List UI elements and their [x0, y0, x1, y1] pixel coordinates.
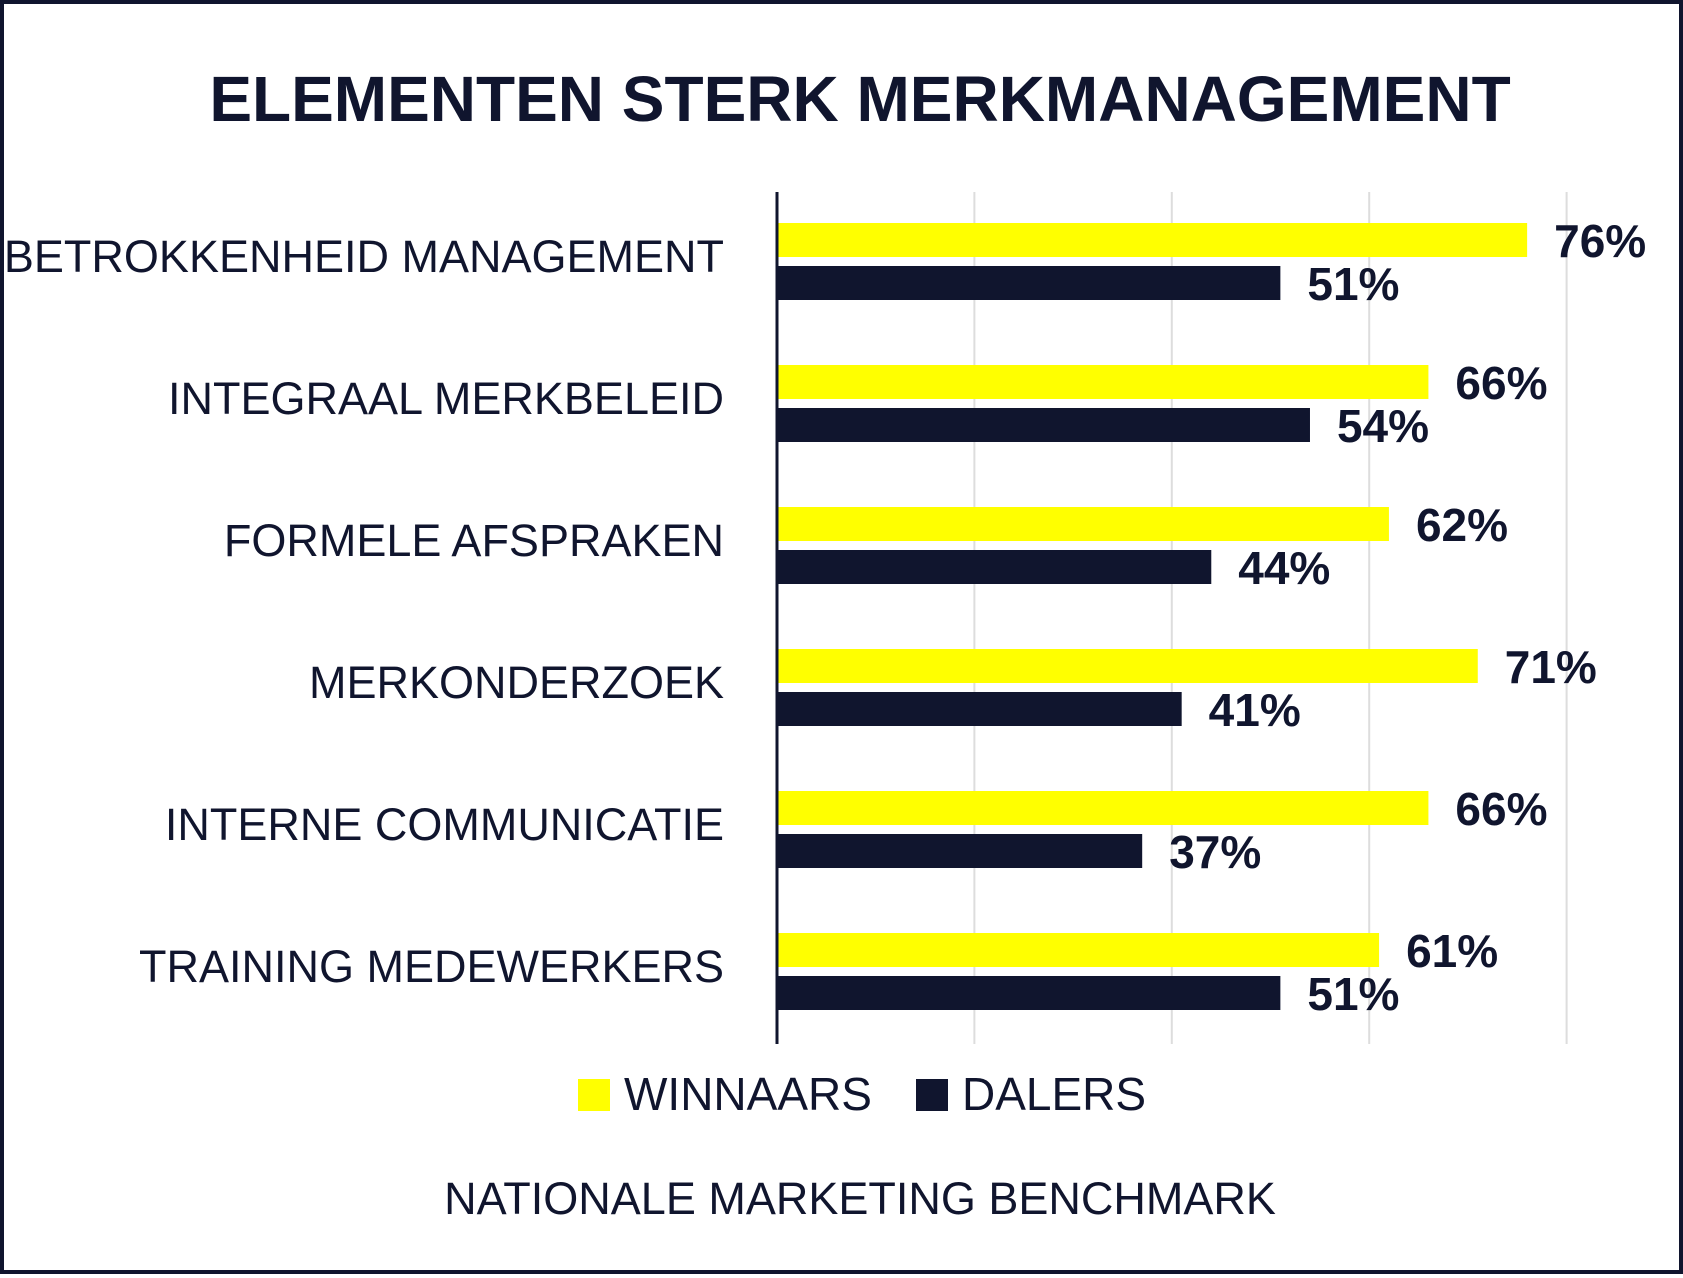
- legend-swatch-winnaars: [578, 1079, 610, 1111]
- legend-label-dalers: DALERS: [962, 1068, 1146, 1120]
- bar-dalers: [777, 408, 1310, 442]
- category-label: TRAINING MEDEWERKERS: [139, 941, 724, 992]
- bar-dalers: [777, 834, 1143, 868]
- bar-winnaars: [777, 507, 1389, 541]
- data-label-winnaars: 66%: [1455, 357, 1547, 409]
- data-label-winnaars: 66%: [1455, 783, 1547, 835]
- data-label-winnaars: 61%: [1406, 925, 1498, 977]
- bar-dalers: [777, 266, 1281, 300]
- data-label-winnaars: 71%: [1505, 641, 1597, 693]
- grid-lines: [973, 192, 1568, 1044]
- legend-label-winnaars: WINNAARS: [624, 1068, 872, 1120]
- data-label-dalers: 44%: [1238, 542, 1330, 594]
- bar-dalers: [777, 692, 1182, 726]
- legend-swatch-dalers: [916, 1079, 948, 1111]
- bar-winnaars: [777, 223, 1528, 257]
- category-label: BETROKKENHEID MANAGEMENT: [4, 231, 724, 282]
- data-label-dalers: 54%: [1337, 400, 1429, 452]
- data-label-dalers: 51%: [1307, 968, 1399, 1020]
- data-label-dalers: 37%: [1169, 826, 1261, 878]
- data-label-winnaars: 62%: [1416, 499, 1508, 551]
- category-label: MERKONDERZOEK: [309, 657, 724, 708]
- bar-winnaars: [777, 933, 1380, 967]
- chart-title: ELEMENTEN STERK MERKMANAGEMENT: [209, 63, 1510, 135]
- labels-group: BETROKKENHEID MANAGEMENT 76% 51% INTEGRAAL …: [4, 215, 1646, 1020]
- data-label-dalers: 41%: [1209, 684, 1301, 736]
- chart-canvas: ELEMENTEN STERK MERKMANAGEMENT BETROKKEN…: [4, 63, 1646, 1224]
- source-note: NATIONALE MARKETING BENCHMARK: [444, 1173, 1276, 1224]
- category-label: INTERNE COMMUNICATIE: [165, 799, 724, 850]
- bar-winnaars: [777, 791, 1429, 825]
- data-label-dalers: 51%: [1307, 258, 1399, 310]
- bars-group: [777, 223, 1528, 1010]
- bar-dalers: [777, 976, 1281, 1010]
- category-label: INTEGRAAL MERKBELEID: [168, 373, 724, 424]
- bar-winnaars: [777, 365, 1429, 399]
- bar-dalers: [777, 550, 1212, 584]
- bar-winnaars: [777, 649, 1478, 683]
- category-label: FORMELE AFSPRAKEN: [224, 515, 724, 566]
- data-label-winnaars: 76%: [1554, 215, 1646, 267]
- legend: WINNAARS DALERS: [578, 1068, 1146, 1120]
